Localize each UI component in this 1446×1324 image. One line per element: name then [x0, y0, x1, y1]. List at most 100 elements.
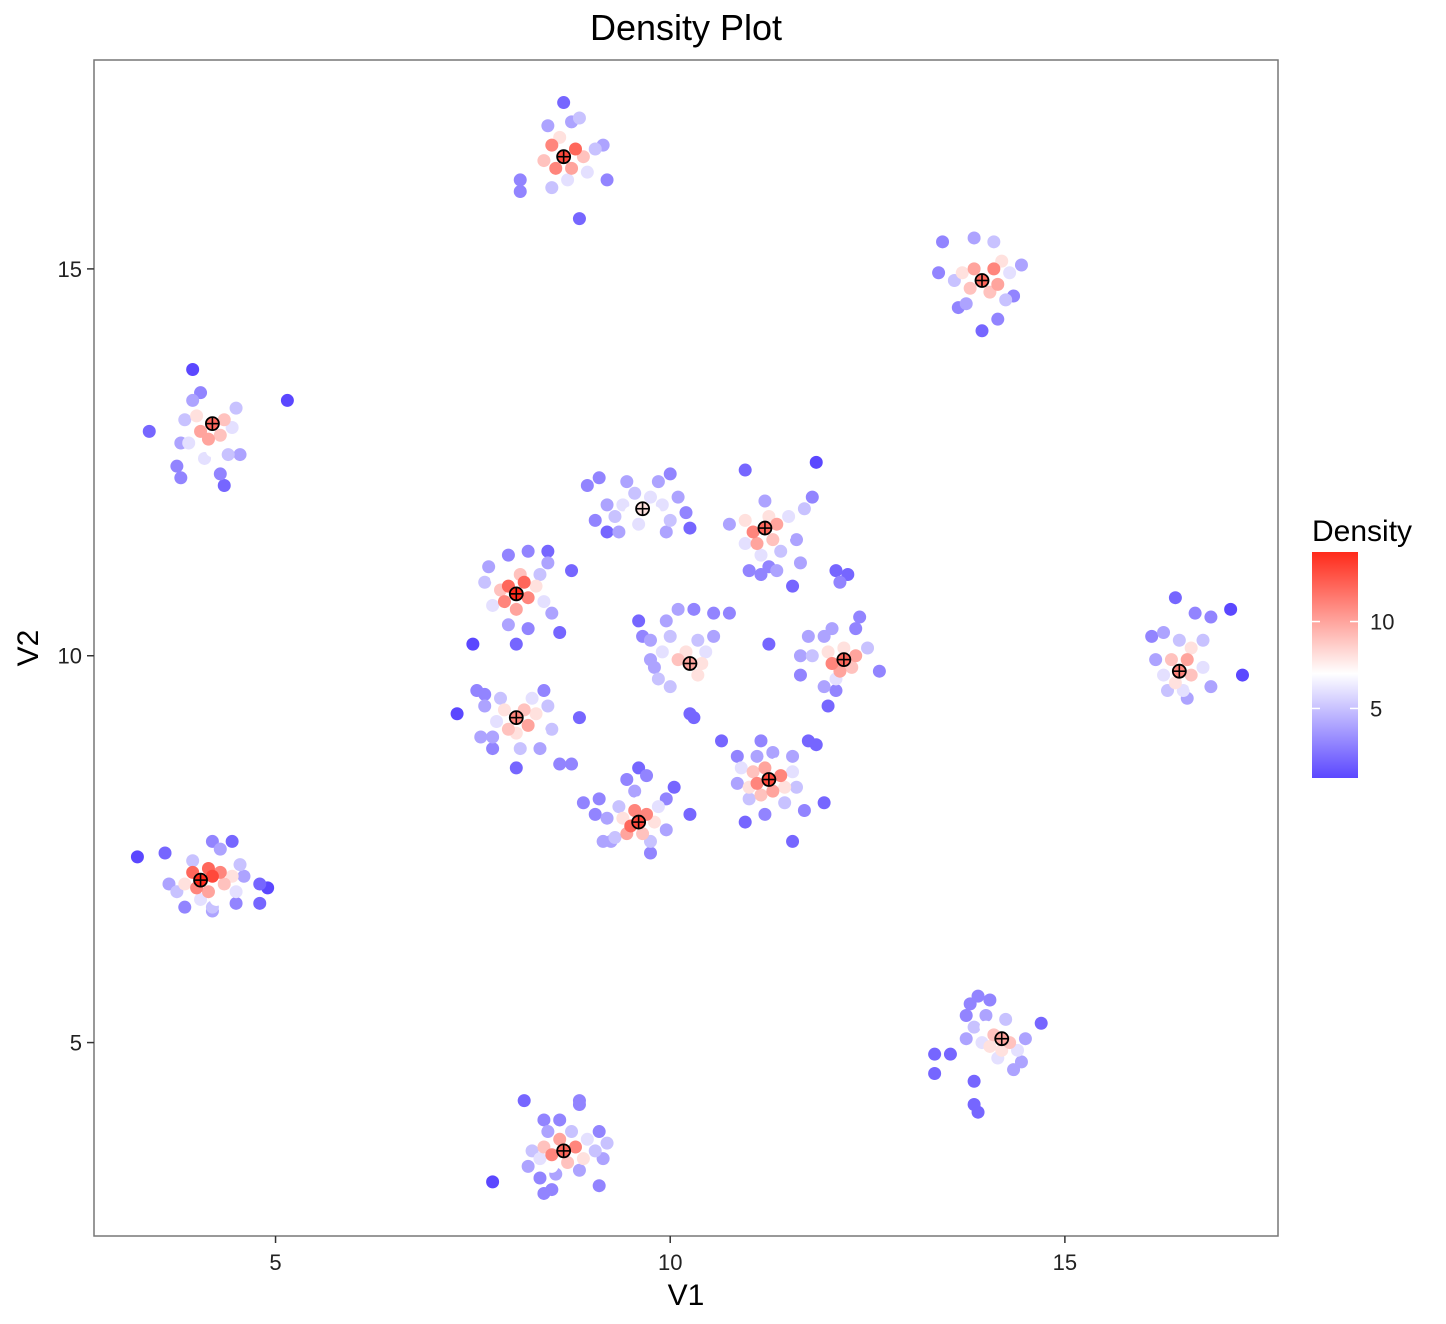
data-point [600, 525, 614, 539]
data-point [497, 595, 511, 609]
data-point [679, 506, 693, 520]
data-point [608, 831, 622, 845]
data-point [817, 796, 831, 810]
data-point [620, 773, 634, 787]
data-point [1196, 660, 1210, 674]
data-point [541, 699, 555, 713]
plot-panel-border [93, 59, 1279, 1237]
data-point [651, 475, 665, 489]
cluster-center-marker [508, 586, 524, 602]
data-point [758, 807, 772, 821]
data-point [229, 885, 243, 899]
data-point [651, 672, 665, 686]
data-point [687, 711, 701, 725]
data-point [1018, 1032, 1032, 1046]
data-point [786, 834, 800, 848]
data-point [549, 161, 563, 175]
data-point [233, 448, 247, 462]
data-point [478, 575, 492, 589]
data-point [640, 769, 654, 783]
data-point [521, 591, 535, 605]
data-point [663, 513, 677, 527]
cluster-center-marker [761, 772, 777, 787]
data-point [592, 471, 606, 485]
data-point [513, 185, 527, 199]
data-point [521, 1159, 535, 1173]
data-point [663, 680, 677, 694]
data-point [600, 173, 614, 187]
data-point [513, 742, 527, 756]
data-point [1224, 602, 1238, 616]
data-point [553, 1132, 567, 1146]
centers-layer [193, 149, 1187, 1159]
data-point [1014, 258, 1028, 272]
data-point [529, 579, 543, 593]
cluster-center-marker [994, 1031, 1010, 1047]
data-point [671, 490, 685, 504]
data-point [142, 424, 156, 438]
data-point [967, 1020, 981, 1034]
data-point [612, 525, 626, 539]
data-point [545, 1159, 559, 1173]
data-point [655, 645, 669, 659]
data-point [805, 490, 819, 504]
data-point [237, 869, 251, 883]
data-point [778, 529, 792, 543]
data-point [1168, 676, 1182, 690]
x-axis-title: V1 [668, 1279, 705, 1312]
data-point [576, 1152, 590, 1166]
x-axis: 5 10 15 [269, 1236, 1077, 1275]
data-point [722, 517, 736, 531]
data-point [561, 173, 575, 187]
data-point [513, 173, 527, 187]
data-point [158, 846, 172, 860]
data-point [628, 486, 642, 500]
data-point [545, 722, 559, 736]
data-point [778, 780, 792, 794]
data-point [963, 281, 977, 295]
data-point [545, 606, 559, 620]
data-point [671, 602, 685, 616]
data-point [971, 1105, 985, 1119]
data-point [225, 834, 239, 848]
data-point [521, 718, 535, 732]
data-point [825, 656, 839, 670]
data-point [695, 656, 709, 670]
points-layer [130, 96, 1249, 1200]
data-point [1196, 633, 1210, 647]
y-tick-label: 5 [70, 1031, 82, 1056]
cluster-center-marker [193, 872, 208, 888]
data-point [565, 1125, 579, 1139]
cluster-center-marker [1171, 663, 1187, 679]
data-point [565, 757, 579, 771]
data-point [1157, 668, 1171, 682]
data-point [501, 722, 515, 736]
data-point [699, 645, 713, 659]
data-point [486, 1175, 500, 1189]
data-point [580, 479, 594, 493]
data-point [588, 142, 602, 156]
data-point [628, 784, 642, 798]
data-point [233, 858, 247, 872]
data-point [750, 749, 764, 763]
data-point [576, 796, 590, 810]
data-point [659, 823, 673, 837]
data-point [837, 641, 851, 655]
legend-tick-label: 5 [1370, 696, 1382, 721]
y-axis: 5 10 15 [58, 257, 94, 1056]
data-point [754, 548, 768, 562]
data-point [793, 556, 807, 570]
data-point [738, 513, 752, 527]
data-point [683, 521, 697, 535]
legend-ticks: 5 10 [1312, 610, 1394, 721]
data-point [501, 548, 515, 562]
data-point [687, 602, 701, 616]
data-point [861, 641, 875, 655]
y-tick-label: 10 [58, 644, 82, 669]
data-point [647, 506, 661, 520]
data-point [730, 776, 744, 790]
data-point [782, 509, 796, 523]
data-point [643, 490, 657, 504]
data-point [568, 1140, 582, 1154]
